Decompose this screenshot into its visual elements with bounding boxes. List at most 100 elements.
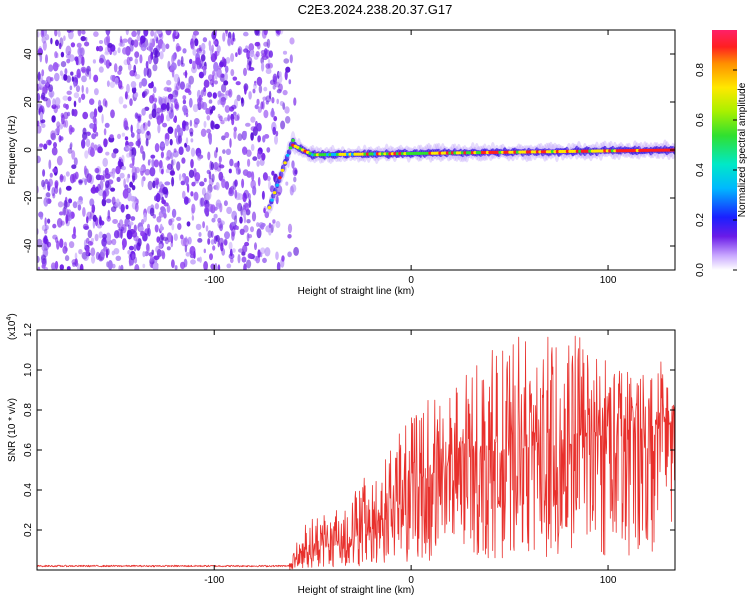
heatmap-cell <box>203 177 207 183</box>
x-tick-label: 100 <box>600 575 617 586</box>
heatmap-cell <box>160 105 164 113</box>
heatmap-cell <box>231 104 237 110</box>
heatmap-cell <box>225 57 231 64</box>
heatmap-cell <box>147 68 152 78</box>
heatmap-cell <box>101 237 107 247</box>
heatmap-cell <box>263 109 269 119</box>
heatmap-cell <box>152 64 158 72</box>
heatmap-cell <box>155 192 161 203</box>
colorbar-tick-label: 0.2 <box>695 213 706 227</box>
heatmap-cell <box>51 115 56 123</box>
heatmap-cell <box>103 128 107 136</box>
spectrogram-y-axis: -40 -20 0 20 40 <box>23 48 675 253</box>
heatmap-cell <box>205 107 210 115</box>
heatmap-cell <box>242 209 247 218</box>
heatmap-cell <box>287 251 292 258</box>
heatmap-cell <box>211 82 215 88</box>
heatmap-cell <box>185 112 189 118</box>
heatmap-cell <box>117 133 121 140</box>
heatmap-cell <box>246 171 253 178</box>
heatmap-cell <box>168 218 173 226</box>
heatmap-cell <box>235 225 239 230</box>
heatmap-cell <box>231 118 235 126</box>
heatmap-cell <box>185 124 189 131</box>
heatmap-cell <box>191 181 196 187</box>
heatmap-cell <box>191 203 196 214</box>
heatmap-cell <box>267 59 271 64</box>
heatmap-cell <box>166 204 171 213</box>
heatmap-cell <box>158 96 163 106</box>
heatmap-cell <box>348 152 353 156</box>
heatmap-cell <box>269 79 276 86</box>
heatmap-cell <box>165 30 172 36</box>
heatmap-cell <box>230 221 236 227</box>
heatmap-cell <box>208 44 212 51</box>
heatmap-cell <box>195 57 201 66</box>
heatmap-cell <box>58 211 64 216</box>
heatmap-cell <box>66 30 72 33</box>
colorbar-tick-label: 0.0 <box>695 263 706 277</box>
heatmap-cell <box>81 68 86 74</box>
heatmap-cell <box>91 255 96 264</box>
heatmap-cell <box>158 243 163 249</box>
heatmap-cell <box>244 202 249 212</box>
heatmap-cell <box>65 171 70 177</box>
heatmap-cell <box>122 104 128 109</box>
heatmap-cell <box>173 73 180 83</box>
heatmap-cell <box>66 266 71 270</box>
heatmap-cell <box>78 47 84 54</box>
heatmap-cell <box>167 60 171 70</box>
heatmap-cell <box>264 247 271 257</box>
heatmap-cell <box>245 122 251 127</box>
heatmap-cell <box>64 119 69 128</box>
heatmap-cell <box>203 261 208 270</box>
heatmap-cell <box>66 90 72 96</box>
heatmap-cell <box>133 256 138 264</box>
heatmap-cell <box>643 148 647 152</box>
heatmap-cell <box>40 30 44 38</box>
heatmap-cell <box>82 253 89 261</box>
heatmap-cell <box>159 234 164 243</box>
snr-y-multiplier-exp: 4 <box>6 317 13 321</box>
heatmap-cell <box>146 243 150 254</box>
heatmap-cell <box>197 257 201 262</box>
heatmap-cell <box>149 207 155 217</box>
heatmap-cell <box>99 216 102 226</box>
heatmap-cell <box>131 253 135 260</box>
heatmap-cell <box>73 74 78 83</box>
heatmap-cell <box>136 30 141 36</box>
heatmap-cell <box>152 180 156 189</box>
heatmap-cell <box>655 148 660 152</box>
heatmap-cell <box>116 176 121 182</box>
heatmap-cell <box>37 255 40 263</box>
heatmap-cell <box>64 68 68 75</box>
heatmap-cell <box>274 135 278 145</box>
heatmap-cell <box>120 264 124 270</box>
heatmap-cell <box>663 148 667 152</box>
heatmap-cell <box>285 66 291 73</box>
heatmap-cell <box>188 169 195 178</box>
heatmap-cell <box>232 248 236 253</box>
heatmap-cell <box>246 149 252 157</box>
heatmap-cell <box>293 97 297 106</box>
heatmap-cell <box>98 40 104 44</box>
heatmap-cell <box>210 239 215 245</box>
heatmap-cell <box>134 264 140 270</box>
heatmap-cell <box>227 37 231 46</box>
heatmap-cell <box>225 182 229 190</box>
heatmap-cell <box>126 176 130 183</box>
heatmap-cell <box>257 176 261 187</box>
heatmap-cell <box>490 150 495 154</box>
heatmap-cell <box>543 150 547 154</box>
heatmap-cell <box>48 139 52 146</box>
heatmap-cell <box>162 236 169 241</box>
heatmap-cell <box>243 225 249 233</box>
heatmap-cell <box>149 42 154 53</box>
y-tick-label: 0 <box>23 147 34 153</box>
heatmap-cell <box>234 189 238 199</box>
heatmap-cell <box>473 151 477 155</box>
heatmap-cell <box>262 54 269 61</box>
heatmap-cell <box>120 203 125 213</box>
snr-y-multiplier-close: ) <box>7 313 18 316</box>
x-tick-label: -100 <box>204 275 224 286</box>
